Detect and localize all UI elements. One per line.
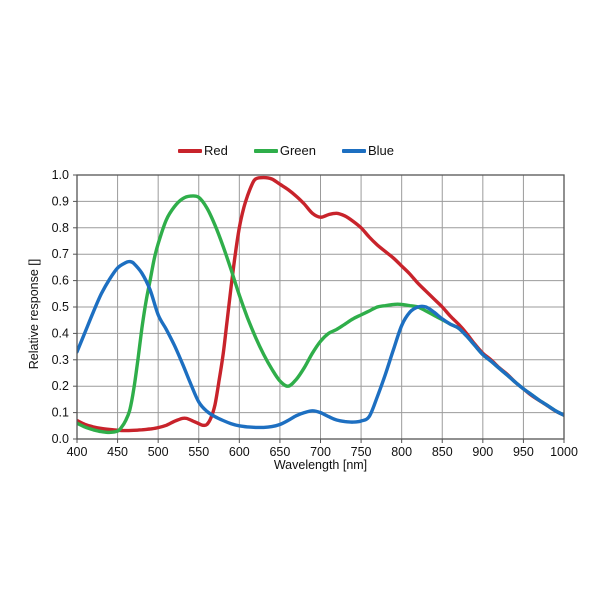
y-tick-label: 0.0 [52, 432, 69, 446]
x-axis-title: Wavelength [nm] [273, 458, 368, 472]
legend-label-green: Green [279, 143, 316, 158]
legend-item-green: Green [253, 143, 316, 158]
y-tick-label: 0.8 [52, 221, 69, 235]
x-tick-label: 400 [67, 445, 88, 459]
x-tick-label: 700 [310, 445, 331, 459]
y-tick-label: 0.5 [52, 300, 69, 314]
y-tick-label: 0.4 [52, 326, 69, 340]
legend-swatch-red [177, 148, 202, 153]
x-tick-label: 450 [107, 445, 128, 459]
legend-item-red: Red [177, 143, 228, 158]
legend-label-blue: Blue [367, 143, 395, 158]
x-tick-label: 850 [432, 445, 453, 459]
y-tick-label: 0.1 [52, 406, 69, 420]
x-tick-label: 900 [472, 445, 493, 459]
y-tick-label: 1.0 [52, 168, 69, 182]
x-tick-label: 600 [229, 445, 250, 459]
legend-item-blue: Blue [341, 143, 395, 158]
x-tick-label: 950 [513, 445, 534, 459]
plot-border [76, 174, 565, 440]
x-tick-label: 750 [351, 445, 372, 459]
y-tick-label: 0.2 [52, 379, 69, 393]
blue-curve [77, 259, 564, 430]
x-tick-label: 500 [148, 445, 169, 459]
y-tick-label: 0.3 [52, 353, 69, 367]
chart-legend: Red Green Blue [0, 143, 586, 158]
y-axis-title: Relative response [] [27, 258, 41, 370]
x-tick-label: 1000 [550, 445, 578, 459]
y-tick-label: 0.6 [52, 274, 69, 288]
y-tick-label: 0.7 [52, 247, 69, 261]
legend-swatch-blue [341, 148, 366, 153]
legend-label-red: Red [203, 143, 228, 158]
x-tick-label: 650 [269, 445, 290, 459]
legend-swatch-green [253, 148, 278, 153]
x-tick-label: 550 [188, 445, 209, 459]
y-tick-label: 0.9 [52, 194, 69, 208]
x-tick-label: 800 [391, 445, 412, 459]
